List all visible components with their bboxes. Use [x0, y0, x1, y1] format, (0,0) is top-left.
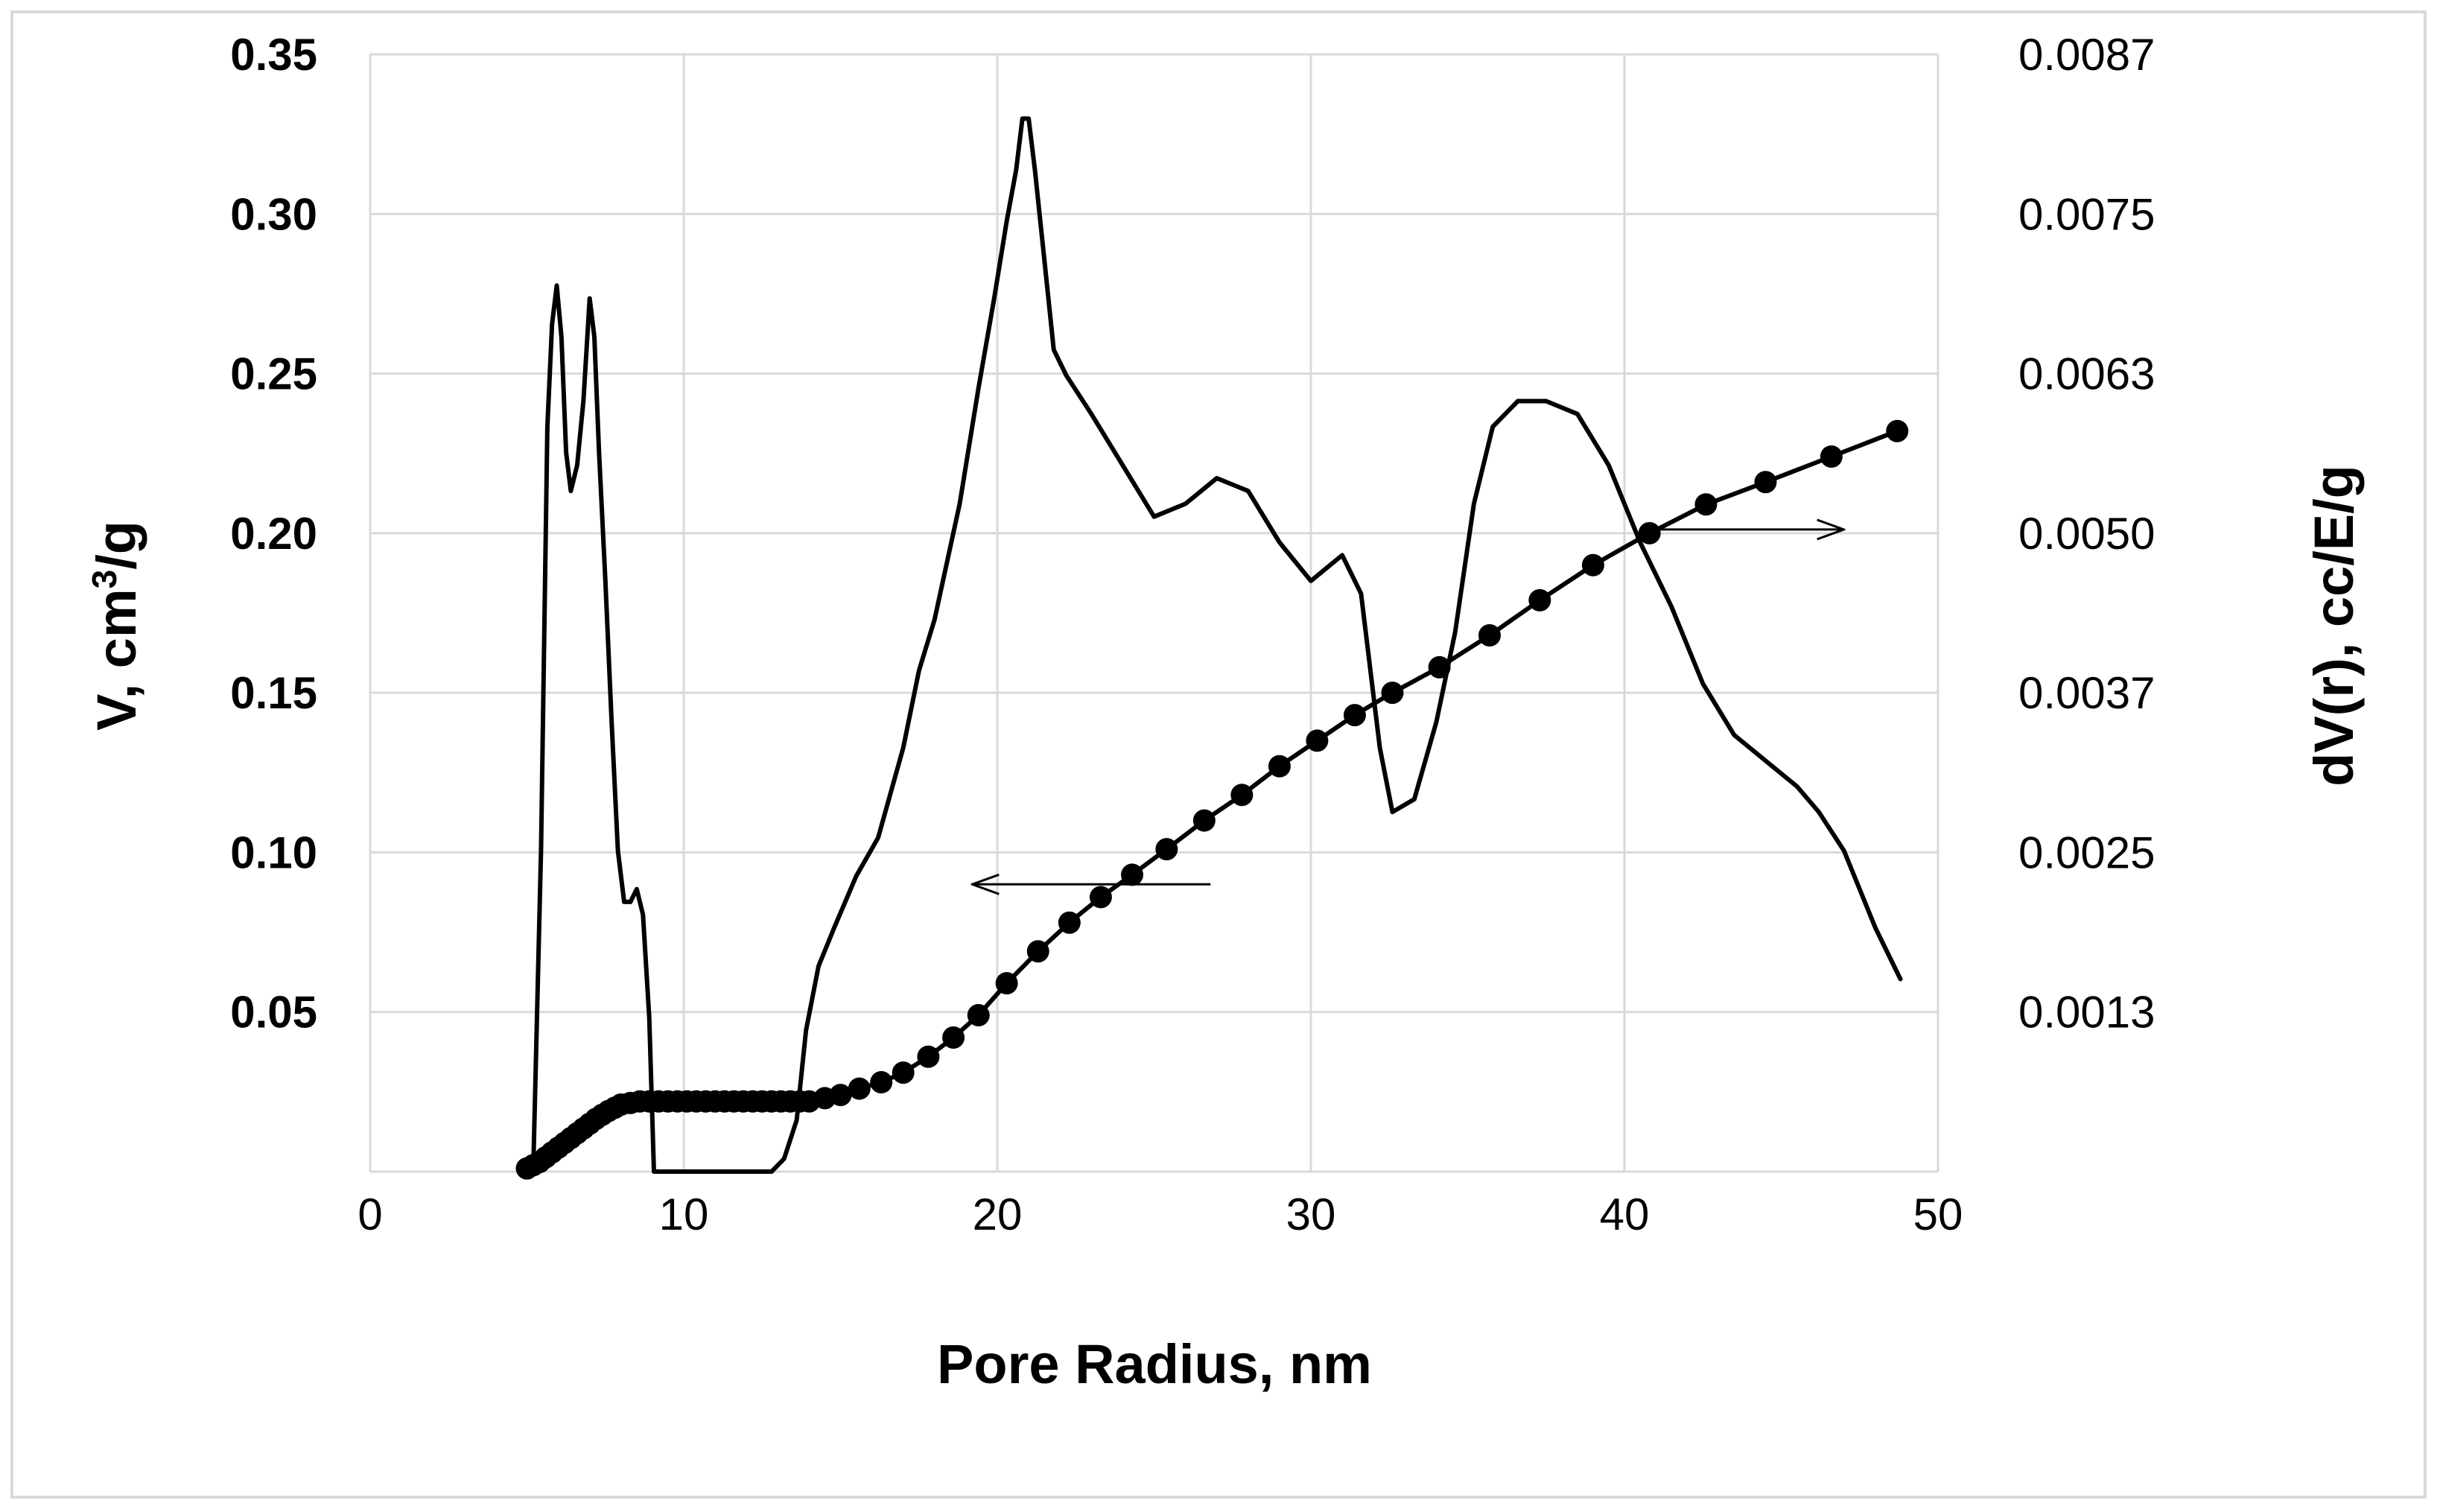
pore-size-distribution-line — [521, 116, 1903, 1174]
cumulative-volume-line — [524, 428, 1900, 1171]
data-point-marker — [1306, 729, 1329, 752]
data-point-marker — [917, 1045, 940, 1068]
x-axis-tick-labels: 0 10 20 30 40 50 — [358, 1189, 1963, 1239]
y-right-tick-label: 0.0075 — [2018, 189, 2155, 239]
y-left-tick-label: 0.15 — [230, 668, 317, 718]
y-left-tick-label: 0.20 — [230, 509, 317, 559]
y-axis-left-title-prefix: V, cm — [86, 588, 147, 731]
data-point-marker — [1268, 755, 1291, 778]
y-axis-left-title-suffix: /g — [86, 521, 147, 570]
data-point-marker — [870, 1071, 893, 1093]
data-point-marker — [1886, 419, 1909, 442]
x-tick-label: 20 — [973, 1189, 1023, 1239]
data-point-marker — [1343, 704, 1366, 727]
y-left-tick-label: 0.05 — [230, 988, 317, 1038]
x-tick-label: 10 — [659, 1189, 709, 1239]
left-axis-tick-labels: 0.35 0.30 0.25 0.20 0.15 0.10 0.05 — [230, 30, 317, 1038]
data-point-marker — [1089, 886, 1112, 909]
data-point-marker — [892, 1061, 915, 1084]
right-axis-tick-labels: 0.0087 0.0075 0.0063 0.0050 0.0037 0.0025 0.00… — [2018, 30, 2155, 1038]
y-left-tick-label: 0.25 — [230, 349, 317, 399]
data-point-marker — [1121, 863, 1144, 886]
y-axis-right-title: dV(r), cc/E/g — [2303, 465, 2365, 787]
data-point-marker — [1478, 624, 1501, 647]
data-point-marker — [1230, 784, 1254, 807]
y-left-tick-label: 0.10 — [230, 828, 317, 877]
chart-frame: 0.35 0.30 0.25 0.20 0.15 0.10 0.05 0.0087 0.007… — [10, 10, 2427, 1499]
y-right-tick-label: 0.0013 — [2018, 988, 2155, 1038]
x-tick-label: 0 — [358, 1189, 382, 1239]
y-left-tick-label: 0.30 — [230, 189, 317, 239]
y-axis-left-title: V, cm3/g — [85, 521, 147, 731]
y-right-tick-label: 0.0087 — [2018, 30, 2155, 80]
data-point-marker — [1754, 471, 1777, 494]
chart: 0.35 0.30 0.25 0.20 0.15 0.10 0.05 0.0087 0.007… — [85, 30, 2365, 1395]
data-point-marker — [1428, 655, 1451, 679]
data-point-marker — [1381, 682, 1404, 705]
data-point-marker — [1058, 911, 1081, 934]
grid — [369, 53, 1939, 1173]
data-point-marker — [848, 1077, 871, 1100]
series-left-line — [524, 428, 1900, 1171]
data-point-marker — [1155, 838, 1178, 861]
data-point-marker — [967, 1004, 990, 1026]
data-point-marker — [1694, 493, 1718, 516]
y-right-tick-label: 0.0037 — [2018, 668, 2155, 718]
x-tick-label: 50 — [1913, 1189, 1963, 1239]
data-point-marker — [1820, 445, 1843, 468]
x-tick-label: 40 — [1600, 1189, 1650, 1239]
x-axis-title: Pore Radius, nm — [937, 1333, 1372, 1395]
data-point-marker — [1581, 553, 1604, 576]
data-point-marker — [1026, 940, 1049, 963]
data-point-marker — [829, 1084, 852, 1107]
data-point-marker — [942, 1026, 965, 1049]
y-left-tick-label: 0.35 — [230, 30, 317, 80]
data-point-marker — [1192, 809, 1216, 832]
y-right-tick-label: 0.0050 — [2018, 509, 2155, 559]
annotations — [972, 530, 1843, 884]
series-right-line — [521, 116, 1903, 1174]
x-tick-label: 30 — [1286, 1189, 1336, 1239]
y-right-tick-label: 0.0063 — [2018, 349, 2155, 399]
y-axis-left-title-sup: 3 — [85, 570, 124, 589]
data-point-marker — [1638, 521, 1661, 544]
series-left-markers — [515, 419, 1909, 1180]
y-right-tick-label: 0.0025 — [2018, 828, 2155, 877]
data-point-marker — [1528, 588, 1551, 612]
data-point-marker — [995, 972, 1018, 995]
